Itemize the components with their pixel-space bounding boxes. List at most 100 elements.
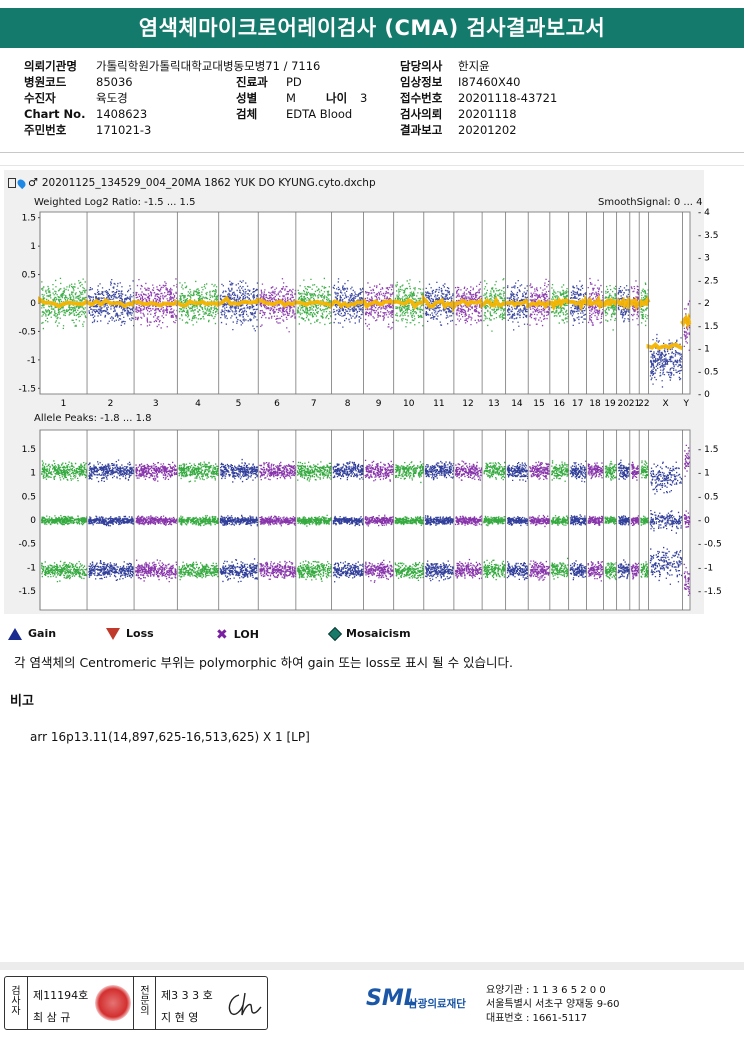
y-tick-label: -1.5 xyxy=(18,587,36,597)
y2-tick-label: - 2 xyxy=(698,299,710,309)
loss-triangle-icon xyxy=(106,628,120,640)
org-name: 삼광의료재단 xyxy=(408,998,466,1010)
smooth-signal-line xyxy=(526,299,550,310)
allele-scatter xyxy=(483,461,506,581)
allele-scatter xyxy=(219,458,259,583)
loh-cross-icon: ✖ xyxy=(216,627,228,643)
smooth-signal-line xyxy=(566,297,588,312)
value-patient: 육도경 xyxy=(96,91,128,105)
allele-scatter xyxy=(617,459,631,580)
male-icon: ♂ xyxy=(28,176,38,189)
remarks-value: arr 16p13.11(14,897,625-16,513,625) X 1 … xyxy=(30,730,310,744)
legend-mosaicism: Mosaicism xyxy=(327,626,411,642)
smooth-signal-line xyxy=(646,342,684,351)
allele-scatter xyxy=(297,461,332,582)
value-specimen: EDTA Blood xyxy=(286,107,353,121)
chromosome-label: 7 xyxy=(311,399,317,409)
value-request-date: 20201118 xyxy=(458,107,517,121)
label-clinical-info: 임상정보 xyxy=(400,75,443,89)
value-chart-no: 1408623 xyxy=(96,107,148,121)
chromosome-label: 12 xyxy=(462,399,473,409)
chromosome-label: 18 xyxy=(589,399,601,409)
info-col3: 담당의사 한지윤 임상정보 I87460X40 접수번호 20201118-43721… xyxy=(400,58,557,138)
allele-scatter xyxy=(569,460,587,581)
y2-tick-label: - 1.5 xyxy=(698,322,718,332)
smooth-signal-line xyxy=(637,295,651,309)
chromosome-label: 4 xyxy=(195,399,201,409)
smooth-signal-line xyxy=(174,298,219,308)
allele-scatter xyxy=(394,461,424,581)
smooth-signal-line xyxy=(38,296,88,309)
plot1-right-title: SmoothSignal: 0 ... 4 xyxy=(598,197,703,208)
chromosome-label: 5 xyxy=(236,399,242,409)
examiner-no: 제11194호 xyxy=(33,989,89,1002)
info-col1: 의뢰기관명 가톨릭학원가톨릭대학교대병동모병71 / 7116 병원코드 85036… xyxy=(24,58,320,138)
allele-scatter xyxy=(683,444,691,596)
label-age: 나이 xyxy=(326,91,348,105)
org-line3: 대표번호 : 1661-5117 xyxy=(486,1013,588,1024)
chromosome-label: 2 xyxy=(108,399,114,409)
divider xyxy=(0,165,744,166)
smooth-signal-line xyxy=(391,298,424,310)
org-line1: 요양기관 : 1 1 3 6 5 2 0 0 xyxy=(486,985,606,996)
value-receipt-no: 20201118-43721 xyxy=(458,91,558,105)
chromosome-label: 9 xyxy=(376,399,382,409)
allele-scatter xyxy=(364,459,394,583)
info-col2: 진료과 PD 성별 M 나이 3 검체 EDTA Blood xyxy=(236,74,367,122)
legend-loh: ✖ LOH xyxy=(216,627,259,643)
chromosome-label: 20 xyxy=(617,399,629,409)
chromosome-label: 15 xyxy=(533,399,544,409)
smooth-signal-line xyxy=(421,294,456,310)
chromosome-label: 1 xyxy=(61,399,67,409)
y-tick-label: -1.5 xyxy=(18,384,36,394)
remarks-title: 비고 xyxy=(10,694,34,709)
allele-scatter xyxy=(640,460,649,578)
allele-scatter xyxy=(550,460,569,580)
y-tick-label: 1.5 xyxy=(22,214,36,224)
allele-scatter xyxy=(649,461,683,585)
y-tick-label: 1 xyxy=(30,242,36,252)
y-tick-label: 1 xyxy=(30,469,36,479)
value-age: 3 xyxy=(360,91,368,105)
y2-tick-label: - 2.5 xyxy=(698,276,718,286)
legend-loh-label: LOH xyxy=(233,628,259,641)
y-tick-label: 0 xyxy=(30,516,36,526)
y-tick-label: 0.5 xyxy=(22,271,36,281)
examiner-name: 최 삼 규 xyxy=(33,1011,71,1024)
y-tick-label: 0 xyxy=(30,299,36,309)
legend-loss: Loss xyxy=(106,627,154,640)
chromosome-label: 14 xyxy=(511,399,523,409)
smooth-signal-line xyxy=(480,296,507,309)
y2-tick-label: - 0.5 xyxy=(698,492,718,502)
smooth-signal-line xyxy=(329,299,365,310)
y2-tick-label: - -1.5 xyxy=(698,587,722,597)
file-name-bar: ♂ 20201125_134529_004_20MA 1862 YUK DO KY… xyxy=(8,176,376,189)
chromosome-label: 10 xyxy=(403,399,415,409)
divider xyxy=(27,977,28,1029)
label-id-no: 주민번호 xyxy=(24,123,67,137)
value-hospital-code: 85036 xyxy=(96,75,133,89)
sml-logo: SML xyxy=(366,986,418,1011)
allele-scatter xyxy=(178,461,219,581)
legend-mosaicism-label: Mosaicism xyxy=(346,627,411,640)
chromosome-label: 17 xyxy=(572,399,583,409)
log2-scatter xyxy=(649,333,683,388)
report-title: 염색체마이크로어레이검사 (CMA) 검사결과보고서 xyxy=(0,8,744,48)
legend-gain-label: Gain xyxy=(28,627,57,640)
chromosome-label: 19 xyxy=(604,399,616,409)
y2-tick-label: - 0 xyxy=(698,516,710,526)
plot2-title: Allele Peaks: -1.8 ... 1.8 xyxy=(34,413,152,424)
legend-loss-label: Loss xyxy=(126,627,154,640)
smooth-signal-line xyxy=(361,298,396,310)
chromosome-label: X xyxy=(662,399,668,409)
log2-scatter xyxy=(394,279,425,328)
examiner-label: 검사자 xyxy=(8,985,20,1015)
specialist-signature-icon xyxy=(228,992,262,1016)
label-doctor: 담당의사 xyxy=(400,59,443,73)
y-tick-label: 1.5 xyxy=(22,445,36,455)
smooth-signal-line xyxy=(503,298,530,308)
allele-scatter xyxy=(424,460,455,582)
specialist-label: 전문의 xyxy=(137,985,149,1015)
log2-scatter xyxy=(604,285,617,331)
smooth-signal-line xyxy=(680,312,692,330)
